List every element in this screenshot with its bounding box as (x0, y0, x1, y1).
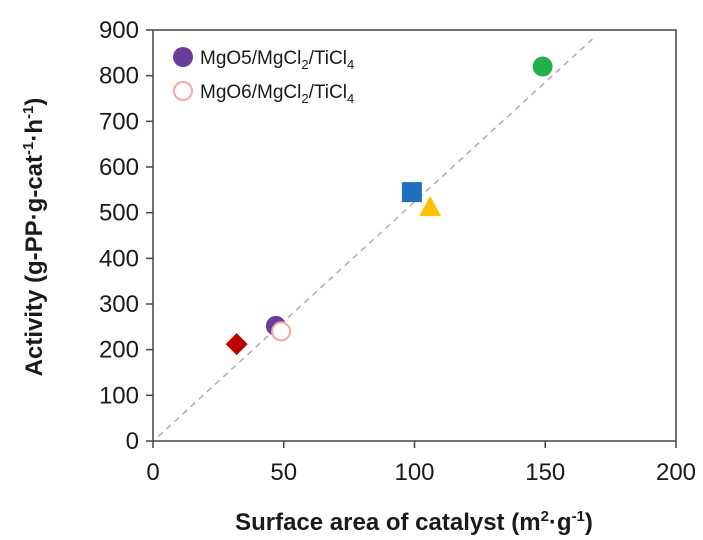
legend-label: MgO5/MgCl2/TiCl4 (200, 48, 354, 72)
x-tick-label: 100 (394, 459, 434, 486)
y-tick-label: 900 (99, 17, 139, 44)
y-axis-title: Activity (g-PP·g-cat-1·h-1) (20, 98, 48, 377)
x-tick-label: 50 (270, 459, 297, 486)
data-point-square (401, 182, 422, 203)
data-point-circle-open (271, 321, 292, 342)
tick-labels: 0 50 100 150 200 0 100 200 300 400 500 600 700 800 900 (99, 17, 696, 486)
legend-marker (173, 81, 193, 101)
y-tick-label: 300 (99, 291, 139, 318)
y-tick-label: 400 (99, 245, 139, 272)
y-tick-label: 800 (99, 63, 139, 90)
legend-marker (173, 47, 193, 67)
legend-label: MgO6/MgCl2/TiCl4 (200, 82, 354, 106)
x-tick-label: 200 (656, 459, 696, 486)
x-tick-label: 0 (146, 459, 159, 486)
data-point-triangle (419, 196, 442, 217)
legend: MgO5/MgCl2/TiCl4 MgO6/MgCl2/TiCl4 (173, 47, 354, 106)
x-tick-label: 150 (525, 459, 565, 486)
data-point-circle-filled (532, 56, 553, 77)
axes (146, 29, 677, 448)
x-axis-title: Surface area of catalyst (m2·g-1) (235, 508, 593, 536)
y-tick-label: 200 (99, 337, 139, 364)
y-tick-label: 500 (99, 200, 139, 227)
y-tick-label: 600 (99, 154, 139, 181)
y-tick-label: 700 (99, 108, 139, 135)
y-tick-label: 0 (126, 428, 139, 455)
data-point-diamond (225, 333, 248, 356)
data-points (225, 56, 553, 356)
y-tick-label: 100 (99, 382, 139, 409)
